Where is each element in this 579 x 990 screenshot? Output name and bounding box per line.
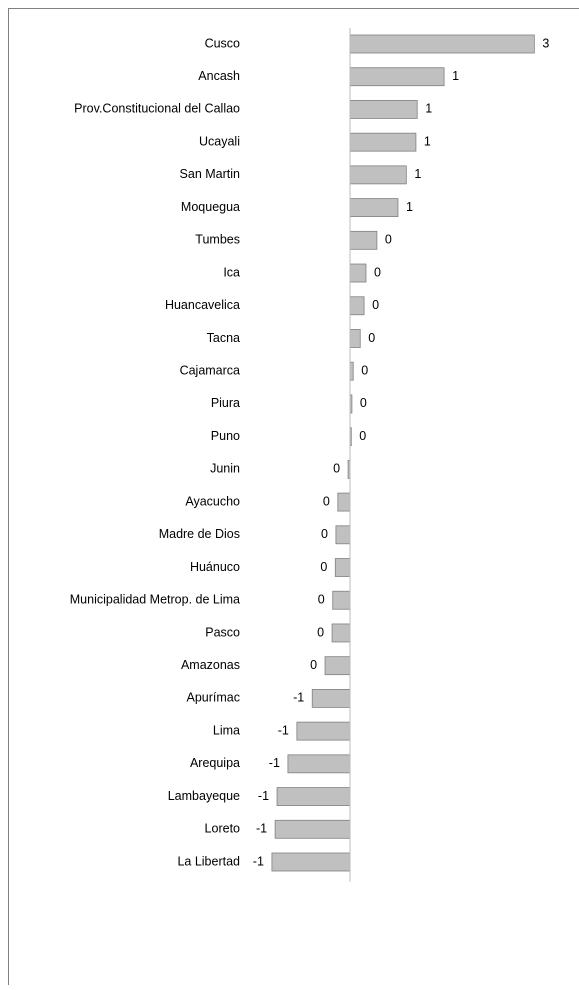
data-label: 0 [320, 560, 327, 574]
data-label: 0 [321, 527, 328, 541]
data-label: 1 [414, 167, 421, 181]
bar [334, 558, 351, 577]
bar [324, 656, 351, 676]
data-label: 0 [360, 396, 367, 410]
data-label: -1 [258, 789, 269, 803]
category-label: Moquegua [181, 200, 240, 214]
data-label: 0 [318, 593, 325, 607]
category-label: Lima [213, 723, 240, 737]
data-label: 1 [406, 200, 413, 214]
bar [337, 492, 351, 512]
data-label: 0 [385, 233, 392, 247]
data-label: -1 [278, 723, 289, 737]
bar [287, 754, 351, 774]
bar [349, 198, 399, 218]
data-label: 1 [425, 102, 432, 116]
data-label: 3 [542, 36, 549, 50]
data-label: 0 [310, 658, 317, 672]
category-label: Junin [210, 462, 240, 476]
category-label: Pasco [205, 625, 240, 639]
data-label: 0 [361, 363, 368, 377]
bar [332, 590, 351, 610]
bar [349, 329, 361, 348]
category-label: Huancavelica [165, 298, 240, 312]
data-label: 0 [372, 298, 379, 312]
category-label: Amazonas [181, 658, 240, 672]
category-label: Ica [223, 265, 240, 279]
category-label: Loreto [205, 822, 240, 836]
bar [276, 787, 351, 806]
bar [335, 525, 351, 545]
bar [274, 819, 351, 839]
bar [349, 263, 367, 283]
bar [349, 132, 417, 152]
data-label: -1 [256, 822, 267, 836]
category-label: Tacna [207, 331, 240, 345]
bar [311, 689, 351, 708]
bar [331, 623, 351, 643]
bar [349, 100, 418, 119]
category-label: Cajamarca [180, 363, 240, 377]
category-label: Puno [211, 429, 240, 443]
category-label: Prov.Constitucional del Callao [74, 102, 240, 116]
data-label: 1 [452, 69, 459, 83]
category-label: Ucayali [199, 134, 240, 148]
bar [349, 296, 365, 316]
data-label: 1 [424, 134, 431, 148]
bar [271, 852, 351, 872]
data-label: 0 [359, 429, 366, 443]
category-label: Lambayeque [168, 789, 240, 803]
category-label: Huánuco [190, 560, 240, 574]
bar [349, 34, 535, 54]
category-label: Ayacucho [185, 494, 240, 508]
category-label: Piura [211, 396, 240, 410]
category-label: Cusco [205, 36, 240, 50]
data-label: 0 [333, 462, 340, 476]
bar [349, 165, 407, 185]
category-label: La Libertad [177, 854, 240, 868]
data-label: 0 [323, 494, 330, 508]
bar [349, 67, 445, 87]
data-label: 0 [368, 331, 375, 345]
data-label: -1 [269, 756, 280, 770]
bar [296, 721, 351, 741]
category-label: Tumbes [195, 233, 240, 247]
category-label: Ancash [198, 69, 240, 83]
category-label: Madre de Dios [159, 527, 240, 541]
category-label: Apurímac [187, 691, 241, 705]
category-label: San Martin [180, 167, 240, 181]
bar [349, 230, 378, 250]
data-label: -1 [293, 691, 304, 705]
category-label: Municipalidad Metrop. de Lima [70, 593, 240, 607]
data-label: 0 [317, 625, 324, 639]
category-label: Arequipa [190, 756, 240, 770]
data-label: -1 [253, 854, 264, 868]
data-label: 0 [374, 265, 381, 279]
